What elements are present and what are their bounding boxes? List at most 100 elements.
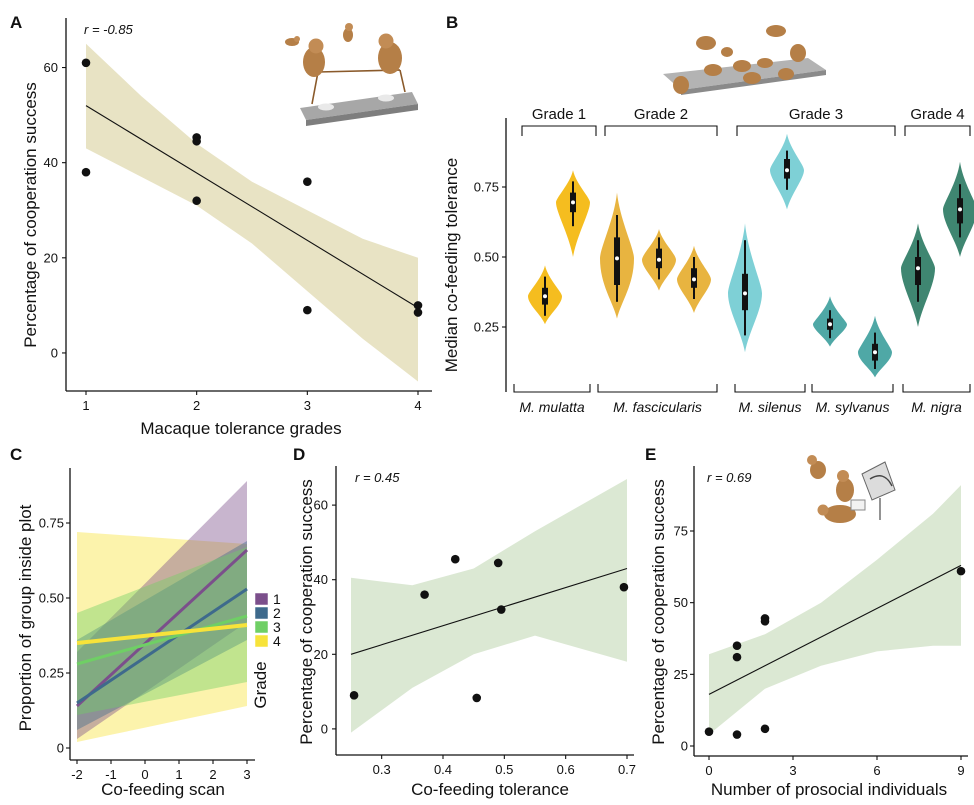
violin-median bbox=[543, 294, 547, 299]
x-tick-label: 0 bbox=[141, 767, 148, 782]
panel-e-y-label: Percentage of cooperation success bbox=[649, 479, 668, 745]
data-point bbox=[760, 617, 770, 626]
y-tick-label: 0.75 bbox=[39, 516, 64, 531]
data-point bbox=[192, 196, 201, 206]
data-point bbox=[472, 693, 482, 703]
x-tick-label: 4 bbox=[414, 398, 421, 413]
panel-c-ci-bands bbox=[77, 481, 247, 742]
violin-median bbox=[743, 291, 747, 296]
y-tick-label: 50 bbox=[674, 595, 688, 610]
data-point bbox=[81, 58, 91, 68]
species-bracket bbox=[902, 384, 971, 393]
x-tick-label: 1 bbox=[175, 767, 182, 782]
y-tick-label: 0.25 bbox=[39, 666, 64, 681]
ci-band bbox=[86, 43, 418, 382]
panel-a-axes: 0 20 40 60 1 2 3 4 bbox=[44, 18, 432, 413]
ci-band bbox=[709, 485, 961, 735]
panel-a-r-value: r = -0.85 bbox=[84, 22, 134, 37]
violin bbox=[770, 133, 804, 210]
y-tick-label: 0 bbox=[51, 345, 58, 360]
panel-a-y-label: Percentage of cooperation success bbox=[21, 82, 40, 348]
legend-label: 4 bbox=[273, 633, 281, 649]
violin-median bbox=[828, 322, 832, 327]
panel-a-band bbox=[86, 43, 418, 382]
data-point bbox=[732, 730, 742, 739]
x-tick-label: 3 bbox=[243, 767, 250, 782]
x-tick-label: 0.5 bbox=[495, 762, 513, 777]
violin bbox=[528, 265, 562, 325]
data-point bbox=[760, 724, 770, 734]
violin bbox=[556, 170, 590, 257]
violin-median bbox=[657, 257, 661, 262]
legend-label: 3 bbox=[273, 619, 281, 635]
data-point bbox=[303, 177, 312, 187]
panel-c-x-label: Co-feeding scan bbox=[101, 780, 225, 799]
violin-median bbox=[692, 277, 696, 282]
violin-plots bbox=[528, 133, 974, 378]
x-tick-label: -1 bbox=[105, 767, 117, 782]
y-tick-label: 0 bbox=[321, 721, 328, 736]
trend-line-grade bbox=[76, 587, 248, 705]
species-label: M. sylvanus bbox=[816, 399, 890, 415]
grade-bracket bbox=[736, 125, 896, 136]
y-tick-label: 60 bbox=[314, 498, 328, 513]
panel-d: D 0 20 40 60 0.3 0.4 0.5 0.6 0.7 r = 0.45 Co-fee… bbox=[293, 445, 636, 799]
y-tick-label: 0 bbox=[57, 741, 64, 756]
x-tick-label: 0 bbox=[705, 763, 712, 778]
ci-band-grade bbox=[77, 532, 247, 742]
violin bbox=[728, 223, 762, 353]
x-tick-label: 0.6 bbox=[557, 762, 575, 777]
legend-swatch bbox=[254, 606, 269, 620]
cooperation-apparatus-illustration bbox=[285, 23, 418, 126]
data-point bbox=[81, 167, 91, 177]
data-point bbox=[704, 727, 714, 736]
violin-median bbox=[785, 168, 789, 173]
panel-a-x-label: Macaque tolerance grades bbox=[140, 419, 341, 438]
panel-b-letter: B bbox=[446, 13, 458, 32]
x-tick-label: 0.3 bbox=[373, 762, 391, 777]
panel-a: A 0 20 40 60 1 2 3 4 r = -0.85 Macaque toleranc… bbox=[10, 13, 432, 438]
violin bbox=[901, 223, 935, 327]
x-tick-label: 2 bbox=[193, 398, 200, 413]
legend-swatch bbox=[254, 634, 269, 648]
panel-e-letter: E bbox=[645, 445, 656, 464]
panel-d-y-label: Percentage of cooperation success bbox=[297, 479, 316, 745]
data-point bbox=[493, 558, 503, 568]
panel-c-axes: 0 0.25 0.50 0.75 -2 -1 0 1 2 3 bbox=[39, 468, 255, 782]
y-tick-label: 40 bbox=[314, 572, 328, 587]
violin bbox=[642, 229, 676, 291]
panel-e-r-value: r = 0.69 bbox=[707, 470, 751, 485]
panel-a-letter: A bbox=[10, 13, 22, 32]
species-label: M. fascicularis bbox=[613, 399, 702, 415]
y-tick-label: 20 bbox=[44, 250, 58, 265]
panel-e-axes: 0 25 50 75 0 3 6 9 bbox=[674, 466, 968, 778]
panel-e-points bbox=[704, 566, 966, 739]
panel-c-letter: C bbox=[10, 445, 22, 464]
legend-title: Grade bbox=[251, 661, 270, 708]
data-point bbox=[413, 301, 423, 310]
trend-line-grade bbox=[75, 548, 249, 708]
violin-median bbox=[873, 350, 877, 355]
panel-b-y-label: Median co-feeding tolerance bbox=[442, 158, 461, 373]
violin-median bbox=[571, 200, 575, 205]
grade-bracket bbox=[604, 125, 718, 136]
x-tick-label: 6 bbox=[873, 763, 880, 778]
grade-label: Grade 3 bbox=[789, 106, 843, 123]
data-point bbox=[956, 566, 966, 576]
y-tick-label: 40 bbox=[44, 155, 58, 170]
species-bracket bbox=[811, 384, 894, 393]
x-tick-label: 1 bbox=[82, 398, 89, 413]
panel-d-r-value: r = 0.45 bbox=[355, 470, 400, 485]
prosocial-apparatus-illustration bbox=[807, 455, 896, 523]
species-label: M. silenus bbox=[738, 399, 801, 415]
data-point bbox=[303, 305, 312, 315]
grade-label: Grade 1 bbox=[532, 106, 586, 123]
legend-swatch bbox=[254, 620, 269, 634]
panel-b-axes: 0.25 0.50 0.75 bbox=[474, 118, 507, 392]
y-tick-label: 25 bbox=[674, 667, 688, 682]
grade-brackets: Grade 1 Grade 2 Grade 3 Grade 4 bbox=[521, 106, 971, 136]
y-tick-label: 0.50 bbox=[39, 591, 64, 606]
grade-label: Grade 2 bbox=[634, 106, 688, 123]
